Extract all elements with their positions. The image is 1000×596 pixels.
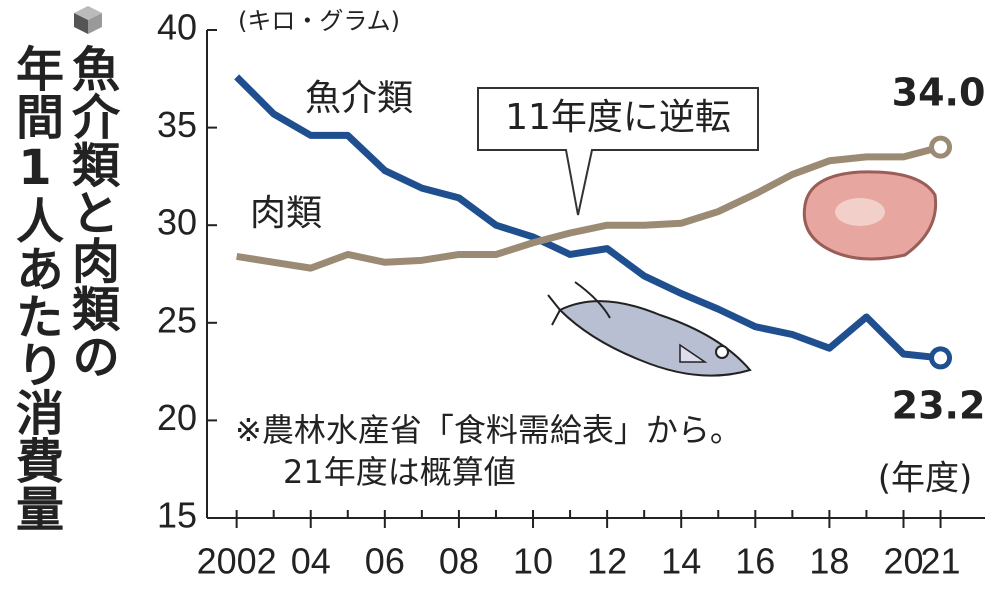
note: 21年度は概算値 [283, 453, 516, 491]
x-tick-label: 18 [809, 541, 849, 582]
y-unit: (キロ・グラム) [238, 7, 400, 35]
y-tick-label: 20 [157, 397, 197, 438]
x-tick-label: 20 [883, 541, 923, 582]
x-tick-label: 16 [735, 541, 775, 582]
data-label: 34.0 [892, 71, 986, 115]
series-line [234, 74, 941, 362]
x-unit: (年度) [878, 459, 973, 499]
annotation-text: 11年度に逆転 [505, 97, 731, 138]
end-marker [929, 135, 953, 159]
x-tick-label: 06 [365, 541, 405, 582]
y-tick-label: 30 [157, 202, 197, 243]
meat-illustration [802, 170, 938, 261]
x-tick-label: 08 [439, 541, 479, 582]
title-line: 魚介類と肉類の [63, 44, 120, 380]
x-tick-label: 2002 [197, 541, 277, 582]
x-tick-label: 12 [587, 541, 627, 582]
y-tick-label: 35 [157, 104, 197, 145]
x-tick-label: 10 [513, 541, 553, 582]
icon [74, 6, 102, 34]
title-line: 年間1人あたり消費量 [7, 44, 64, 532]
fish-illustration [547, 281, 752, 377]
series-line [236, 143, 942, 272]
data-label: 23.2 [892, 383, 986, 427]
series-name: 魚介類 [305, 78, 413, 119]
y-tick-label: 40 [157, 7, 197, 48]
x-tick-label: 04 [291, 541, 331, 582]
x-tick-label: 21 [921, 541, 961, 582]
series-name: 肉類 [250, 193, 322, 234]
note: ※農林水産省「食料需給表」から。 [235, 411, 742, 449]
y-tick-label: 25 [157, 299, 197, 340]
annotation: 11年度に逆転 [477, 87, 759, 216]
end-marker [929, 346, 953, 370]
y-tick-label: 15 [157, 495, 197, 536]
x-tick-label: 14 [661, 541, 701, 582]
